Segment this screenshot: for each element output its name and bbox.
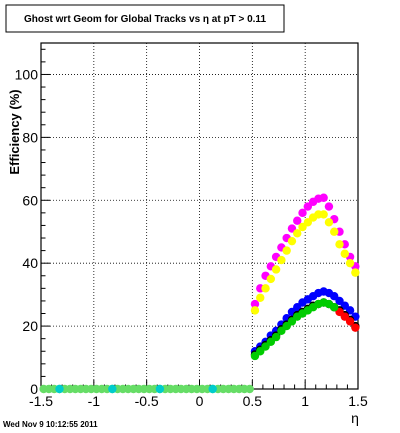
data-point	[293, 216, 302, 225]
data-point	[271, 332, 281, 342]
series-6	[39, 384, 254, 394]
data-point	[351, 268, 360, 277]
data-point	[319, 193, 328, 202]
grid-lines	[41, 43, 358, 389]
y-tick-label: 100	[15, 66, 39, 82]
y-tick-label: 20	[22, 318, 38, 334]
x-tick-label: 0.5	[243, 393, 263, 409]
data-point	[108, 384, 117, 394]
data-point	[266, 274, 276, 284]
x-tick-label: 0	[196, 393, 204, 409]
data-point	[351, 323, 360, 332]
data-point	[340, 249, 349, 258]
x-tick-label: -1.5	[29, 393, 53, 409]
chart-title: Ghost wrt Geom for Global Tracks vs η at…	[24, 14, 266, 25]
data-point	[277, 255, 286, 265]
x-tick-label: -0.5	[135, 393, 159, 409]
data-point	[271, 265, 281, 274]
timestamp: Wed Nov 9 10:12:55 2011	[3, 420, 98, 429]
y-axis-label: Efficiency (%)	[7, 89, 22, 174]
data-point	[250, 299, 260, 309]
data-point	[330, 303, 339, 312]
data-point	[250, 306, 260, 315]
data-point	[208, 384, 217, 394]
data-point	[319, 210, 328, 219]
series-1	[250, 210, 360, 315]
x-axis-label: η	[351, 410, 359, 426]
data-point	[293, 229, 302, 238]
data-point	[335, 240, 344, 249]
data-point	[261, 284, 270, 293]
y-tick-label: 80	[22, 129, 38, 145]
series-5	[250, 298, 339, 361]
series-4	[335, 307, 360, 332]
x-tick-label: 1.5	[348, 393, 368, 409]
data-point	[55, 384, 64, 394]
data-point	[287, 236, 297, 246]
y-tick-label: 0	[30, 381, 38, 397]
data-point	[324, 218, 334, 227]
data-point	[324, 202, 334, 211]
data-points	[39, 193, 360, 394]
data-point	[256, 293, 265, 302]
data-point	[245, 384, 254, 394]
data-point	[298, 208, 307, 218]
data-point	[155, 384, 165, 394]
data-point	[330, 227, 339, 236]
x-tick-labels: -1.5 -1 -0.5 0 0.5 1 1.5	[29, 393, 368, 409]
y-tick-labels: 0 20 40 60 80 100	[15, 66, 39, 397]
x-tick-label: -1	[88, 393, 101, 409]
series-7	[55, 384, 217, 394]
data-point	[282, 246, 291, 255]
data-point	[345, 258, 355, 268]
title-box	[5, 4, 285, 33]
y-tick-label: 60	[22, 192, 38, 208]
y-tick-label: 40	[22, 255, 38, 271]
x-tick-label: 1	[301, 393, 309, 409]
data-point	[345, 317, 355, 326]
